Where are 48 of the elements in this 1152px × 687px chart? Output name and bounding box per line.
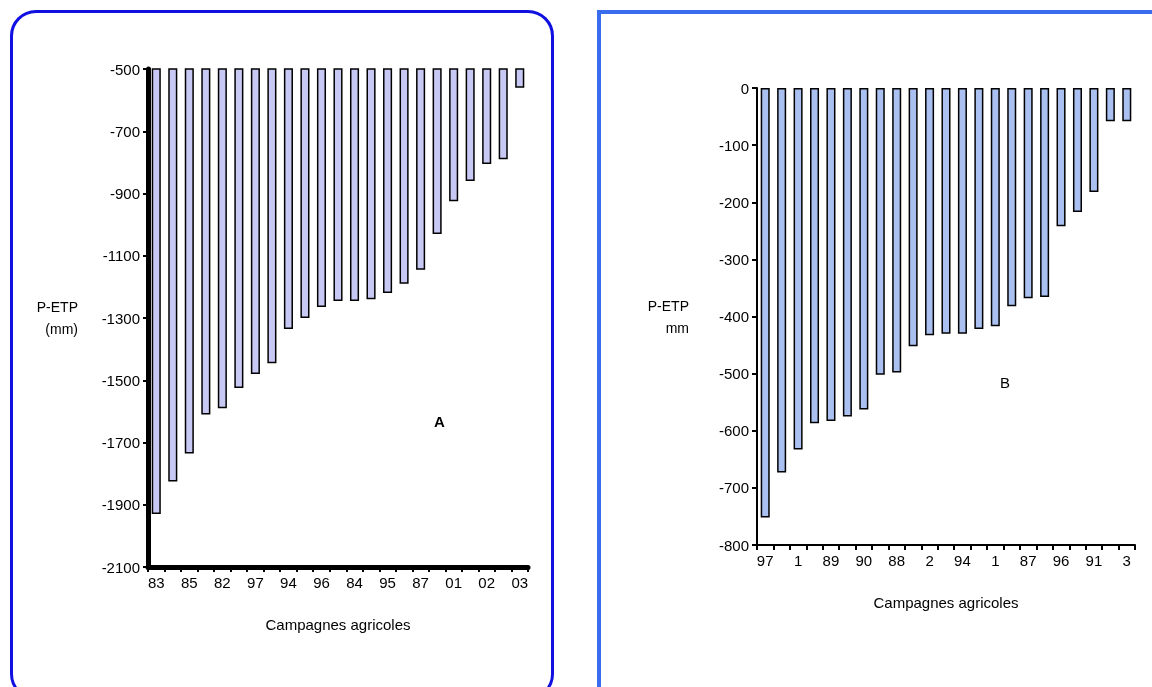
y-tick-label: -100 bbox=[718, 136, 749, 154]
y-tick-label: -900 bbox=[109, 185, 140, 202]
x-tick-label: 1 bbox=[793, 552, 803, 569]
y-tick-label: -800 bbox=[718, 536, 749, 554]
x-tick-label: 97 bbox=[247, 574, 264, 591]
x-axis-title: Campagnes agricoles bbox=[265, 616, 411, 633]
y-tick-label: 0 bbox=[740, 79, 749, 97]
x-tick-label: 01 bbox=[445, 574, 462, 591]
y-tick-label: -400 bbox=[718, 308, 749, 325]
y-tick-label: -1300 bbox=[101, 309, 140, 327]
x-tick-label: 03 bbox=[511, 574, 529, 591]
y-tick-label: -200 bbox=[718, 193, 749, 211]
x-tick-label: 85 bbox=[180, 574, 198, 591]
annotation: B bbox=[1000, 374, 1011, 391]
x-tick-label: 02 bbox=[478, 574, 496, 591]
x-tick-label: 89 bbox=[822, 552, 840, 569]
x-tick-label: 83 bbox=[147, 574, 165, 591]
y-tick-label: -500 bbox=[718, 365, 749, 383]
x-tick-label: 97 bbox=[756, 552, 774, 569]
y-tick-label: -600 bbox=[718, 422, 749, 440]
y-tick-label: -700 bbox=[718, 479, 749, 497]
y-tick-label: -2100 bbox=[101, 558, 140, 576]
y-tick-label: -700 bbox=[109, 122, 140, 140]
y-axis-title: P-ETP (mm) bbox=[36, 299, 78, 337]
y-axis-title: P-ETP mm bbox=[647, 297, 689, 336]
y-tick-label: -1500 bbox=[101, 371, 140, 389]
annotation: A bbox=[434, 413, 445, 430]
x-tick-label: 87 bbox=[412, 574, 429, 591]
x-tick-label: 84 bbox=[346, 574, 363, 591]
y-tick-label: -1700 bbox=[101, 434, 140, 451]
x-tick-label: 94 bbox=[954, 552, 971, 569]
x-tick-label: 90 bbox=[855, 552, 873, 569]
x-tick-label: 2 bbox=[925, 552, 934, 569]
x-tick-label: 3 bbox=[1122, 552, 1131, 569]
x-tick-label: 96 bbox=[313, 574, 330, 591]
x-tick-label: 88 bbox=[888, 552, 906, 569]
x-tick-label: 82 bbox=[214, 574, 231, 591]
x-tick-label: 96 bbox=[1052, 552, 1070, 569]
y-tick-label: -1900 bbox=[101, 496, 140, 514]
y-tick-label: -500 bbox=[109, 60, 140, 78]
x-tick-label: 91 bbox=[1085, 552, 1103, 569]
x-tick-label: 94 bbox=[280, 574, 297, 591]
x-tick-label: 95 bbox=[379, 574, 396, 591]
y-tick-label: -1100 bbox=[102, 247, 140, 265]
x-axis-title: Campagnes agricoles bbox=[873, 594, 1019, 611]
x-tick-label: 1 bbox=[991, 552, 1000, 569]
y-tick-label: -300 bbox=[718, 250, 749, 268]
x-tick-label: 87 bbox=[1019, 552, 1037, 569]
